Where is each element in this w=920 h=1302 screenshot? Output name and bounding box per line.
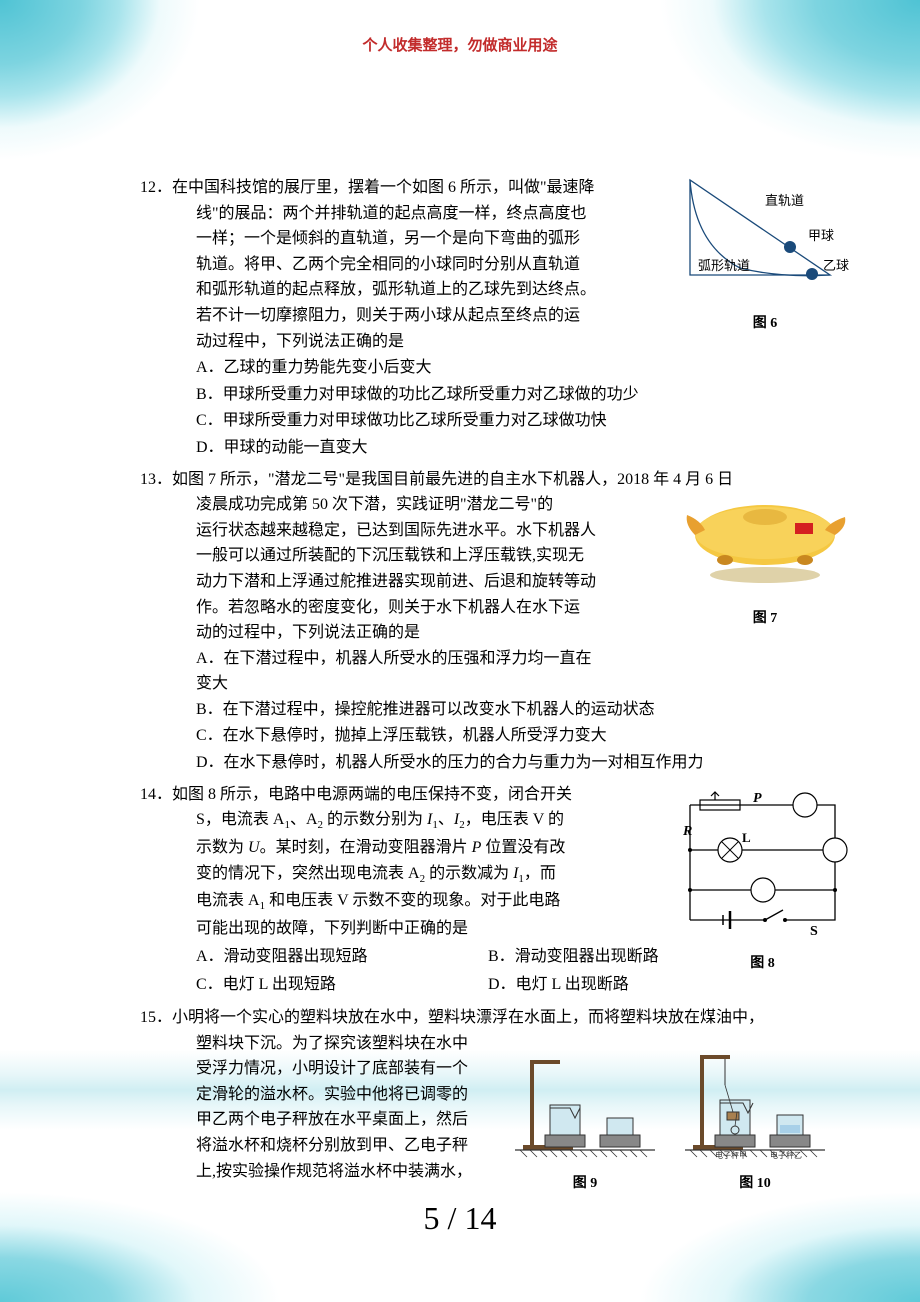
q14-line2: S，电流表 A1、A2 的示数分别为 I1、I2，电压表 V 的 <box>140 807 780 835</box>
q14-options: A．滑动变阻器出现短路 B．滑动变阻器出现断路 C．电灯 L 出现短路 D．电灯… <box>140 943 780 999</box>
q15-line7: 上,按实验操作规范将溢水杯中装满水， <box>140 1159 780 1185</box>
decor-wave-top-right <box>640 0 920 180</box>
header-note: 个人收集整理，勿做商业用途 <box>0 34 920 58</box>
q12-line3: 一样；一个是倾斜的直轨道，另一个是向下弯曲的弧形 <box>140 226 780 252</box>
q12-line2: 线"的展品：两个并排轨道的起点高度一样，终点高度也 <box>140 201 780 227</box>
q12-line7: 动过程中，下列说法正确的是 <box>140 329 780 355</box>
q13-optB: B．在下潜过程中，操控舵推进器可以改变水下机器人的运动状态 <box>140 697 780 723</box>
question-12: 12．在中国科技馆的展厅里，摆着一个如图 6 所示，叫做"最速降 线"的展品：两… <box>140 175 780 461</box>
q13-line6: 作。若忽略水的密度变化，则关于水下机器人在水下运 <box>140 595 780 621</box>
q15-line2: 塑料块下沉。为了探究该塑料块在水中 <box>140 1031 780 1057</box>
q14-line1: 如图 8 所示，电路中电源两端的电压保持不变，闭合开关 <box>172 786 572 803</box>
q13-options: C．在水下悬停时，抛掉上浮压载铁，机器人所受浮力变大 D．在水下悬停时，机器人所… <box>140 723 780 775</box>
q13-line1: 如图 7 所示，"潜龙二号"是我国目前最先进的自主水下机器人，2018 年 4 … <box>172 471 733 488</box>
q13-line7: 动的过程中，下列说法正确的是 <box>140 620 780 646</box>
fig8-S: S <box>810 924 818 939</box>
decor-wave-top-left <box>0 0 220 180</box>
q15-line5: 甲乙两个电子秤放在水平桌面上，然后 <box>140 1107 780 1133</box>
q15-line1: 小明将一个实心的塑料块放在水中，塑料块漂浮在水面上，而将塑料块放在煤油中， <box>172 1009 764 1026</box>
q14-optB: B．滑动变阻器出现断路 <box>488 944 780 970</box>
q12-line6: 若不计一切摩擦阻力，则关于两小球从起点至终点的运 <box>140 303 780 329</box>
q13-optC: C．在水下悬停时，抛掉上浮压载铁，机器人所受浮力变大 <box>196 723 780 749</box>
q15-line3: 受浮力情况，小明设计了底部装有一个 <box>140 1056 780 1082</box>
q14-optD: D．电灯 L 出现断路 <box>488 972 780 998</box>
q12-optC: C．甲球所受重力对甲球做功比乙球所受重力对乙球做功快 <box>196 408 780 434</box>
content-area: 12．在中国科技馆的展厅里，摆着一个如图 6 所示，叫做"最速降 线"的展品：两… <box>140 175 780 1190</box>
q13-line3: 运行状态越来越稳定，已达到国际先进水平。水下机器人 <box>140 518 780 544</box>
q14-line3: 示数为 U。某时刻，在滑动变阻器滑片 P 位置没有改 <box>140 835 780 861</box>
q12-options: A．乙球的重力势能先变小后变大 B．甲球所受重力对甲球做的功比乙球所受重力对乙球… <box>140 355 780 460</box>
q14-line4: 变的情况下，突然出现电流表 A2 的示数减为 I1，而 <box>140 861 780 889</box>
question-14: 14．如图 8 所示，电路中电源两端的电压保持不变，闭合开关 S，电流表 A1、… <box>140 782 780 999</box>
question-13: 13．如图 7 所示，"潜龙二号"是我国目前最先进的自主水下机器人，2018 年… <box>140 467 780 776</box>
q14-optC: C．电灯 L 出现短路 <box>196 972 488 998</box>
q12-line4: 轨道。将甲、乙两个完全相同的小球同时分别从直轨道 <box>140 252 780 278</box>
q15-line6: 将溢水杯和烧杯分别放到甲、乙电子秤 <box>140 1133 780 1159</box>
q12-line5: 和弧形轨道的起点释放，弧形轨道上的乙球先到达终点。 <box>140 277 780 303</box>
q12-line1: 在中国科技馆的展厅里，摆着一个如图 6 所示，叫做"最速降 <box>172 179 595 196</box>
q13-optA2: 变大 <box>140 671 780 697</box>
q15-number: 15． <box>140 1009 172 1026</box>
fig6-ball-a-label: 甲球 <box>808 228 834 243</box>
q12-number: 12． <box>140 179 172 196</box>
q13-number: 13． <box>140 471 172 488</box>
q14-number: 14． <box>140 786 172 803</box>
q14-line5: 电流表 A1 和电压表 V 示数不变的现象。对于此电路 <box>140 888 780 916</box>
question-15: 15．小明将一个实心的塑料块放在水中，塑料块漂浮在水面上，而将塑料块放在煤油中，… <box>140 1005 780 1184</box>
q13-line5: 动力下潜和上浮通过舵推进器实现前进、后退和旋转等动 <box>140 569 780 595</box>
q13-line4: 一般可以通过所装配的下沉压载铁和上浮压载铁,实现无 <box>140 543 780 569</box>
q15-line4: 定滑轮的溢水杯。实验中他将已调零的 <box>140 1082 780 1108</box>
q12-optA: A．乙球的重力势能先变小后变大 <box>196 355 780 381</box>
q14-line6: 可能出现的故障，下列判断中正确的是 <box>140 916 780 942</box>
page-number: 5 / 14 <box>0 1193 920 1244</box>
q13-optA1: A．在下潜过程中，机器人所受水的压强和浮力均一直在 <box>140 646 780 672</box>
q13-optD: D．在水下悬停时，机器人所受水的压力的合力与重力为一对相互作用力 <box>196 750 780 776</box>
q14-optA: A．滑动变阻器出现短路 <box>196 944 488 970</box>
q12-optD: D．甲球的动能一直变大 <box>196 435 780 461</box>
q12-optB: B．甲球所受重力对甲球做的功比乙球所受重力对乙球做的功少 <box>196 382 780 408</box>
q13-line2: 凌晨成功完成第 50 次下潜，实践证明"潜龙二号"的 <box>140 492 780 518</box>
fig6-ball-b-label: 乙球 <box>823 258 849 273</box>
